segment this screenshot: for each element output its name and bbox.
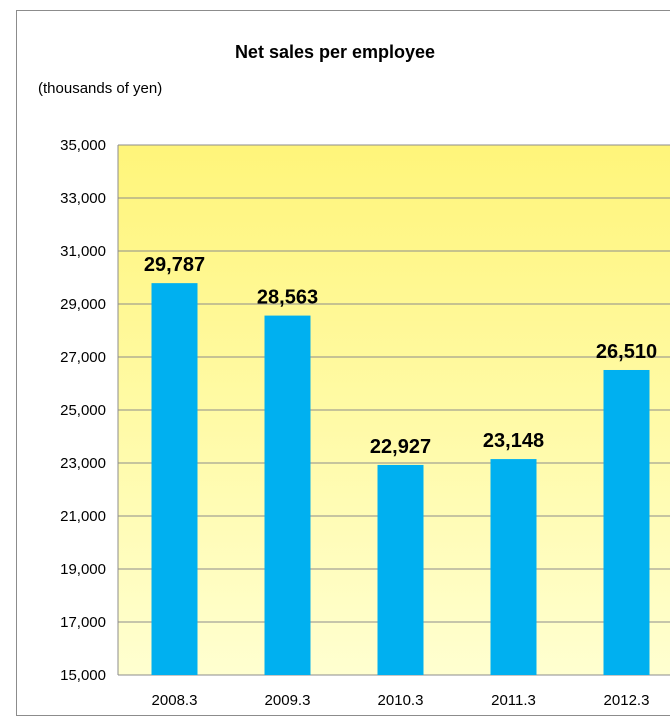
data-label: 22,927 xyxy=(370,436,431,458)
data-label: 28,563 xyxy=(257,287,318,309)
bar xyxy=(264,315,311,675)
y-tick-label: 33,000 xyxy=(60,190,106,207)
y-tick-label: 23,000 xyxy=(60,455,106,472)
x-tick-label: 2008.3 xyxy=(152,692,198,709)
bar xyxy=(603,369,650,675)
data-label: 23,148 xyxy=(483,430,544,452)
bar xyxy=(151,283,198,675)
x-axis-ticks: 2008.3 2009.3 2010.3 2011.3 2012.3 xyxy=(152,692,650,709)
y-tick-label: 29,000 xyxy=(60,296,106,313)
x-tick-label: 2009.3 xyxy=(265,692,311,709)
bar xyxy=(377,464,424,675)
y-tick-label: 15,000 xyxy=(60,667,106,684)
y-tick-label: 19,000 xyxy=(60,561,106,578)
y-tick-label: 27,000 xyxy=(60,349,106,366)
y-tick-label: 17,000 xyxy=(60,614,106,631)
bar xyxy=(490,459,537,675)
chart-title: Net sales per employee xyxy=(234,42,436,62)
y-tick-label: 25,000 xyxy=(60,402,106,419)
data-labels: 29,787 28,563 22,927 23,148 26,510 xyxy=(144,254,657,458)
unit-label: (thousands of yen) xyxy=(38,80,163,97)
x-tick-label: 2011.3 xyxy=(491,692,536,709)
y-tick-label: 35,000 xyxy=(60,137,106,154)
y-axis-ticks: 15,000 17,000 19,000 21,000 23,000 25,000 27,0… xyxy=(60,137,106,684)
x-tick-label: 2010.3 xyxy=(378,692,424,709)
bars xyxy=(151,283,650,675)
y-tick-label: 21,000 xyxy=(60,508,106,525)
x-tick-label: 2012.3 xyxy=(604,692,650,709)
data-label: 29,787 xyxy=(144,254,205,276)
data-label: 26,510 xyxy=(596,341,657,363)
y-tick-label: 31,000 xyxy=(60,243,106,260)
